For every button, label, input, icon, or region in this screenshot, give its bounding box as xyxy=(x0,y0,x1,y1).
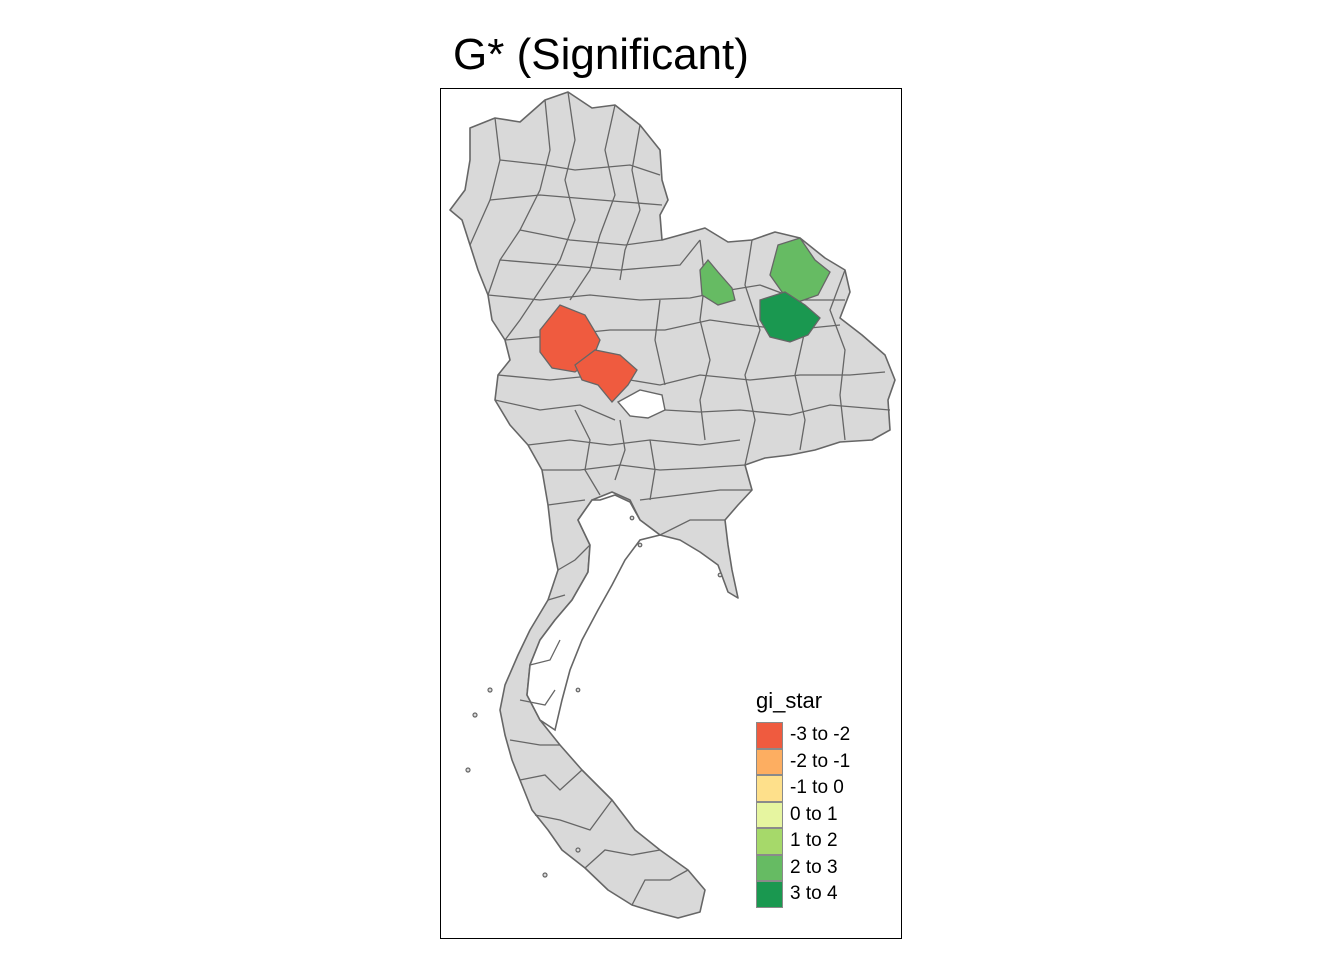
gulf-of-thailand xyxy=(526,494,662,732)
legend-item: 0 to 1 xyxy=(756,801,850,828)
legend-items: -3 to -2 -2 to -1 -1 to 0 0 to 1 1 to 2 2 to … xyxy=(756,722,850,908)
legend-label: -3 to -2 xyxy=(790,724,851,746)
legend-item: -2 to -1 xyxy=(756,748,851,775)
legend-item: 1 to 2 xyxy=(756,828,850,855)
legend-swatch xyxy=(756,881,783,908)
legend: gi_star -3 to -2 -2 to -1 -1 to 0 0 to 1 1 t… xyxy=(756,688,850,908)
legend-swatch xyxy=(756,828,783,855)
legend-swatch xyxy=(756,748,783,775)
legend-title: gi_star xyxy=(756,688,823,713)
legend-item: 3 to 4 xyxy=(756,881,850,908)
map-title: G* (Significant) xyxy=(453,30,749,79)
region-coldspot-2[interactable] xyxy=(574,349,638,403)
region-hotspot-2[interactable] xyxy=(769,237,831,303)
legend-label: 0 to 1 xyxy=(790,803,838,825)
legend-label: -1 to 0 xyxy=(790,777,844,799)
map-frame xyxy=(440,88,902,939)
legend-item: 2 to 3 xyxy=(756,854,850,881)
islands xyxy=(465,515,723,878)
legend-swatch xyxy=(756,801,783,828)
legend-label: -2 to -1 xyxy=(790,750,851,772)
legend-item: -3 to -2 xyxy=(756,722,850,749)
region-hotspot-3[interactable] xyxy=(759,291,821,343)
legend-item: -1 to 0 xyxy=(756,775,850,802)
legend-swatch xyxy=(756,854,783,881)
legend-label: 1 to 2 xyxy=(790,830,838,852)
legend-swatch xyxy=(756,722,783,749)
region-hotspot-1[interactable] xyxy=(699,258,736,306)
legend-swatch xyxy=(756,775,783,802)
legend-label: 3 to 4 xyxy=(790,883,838,905)
legend-label: 2 to 3 xyxy=(790,856,838,878)
